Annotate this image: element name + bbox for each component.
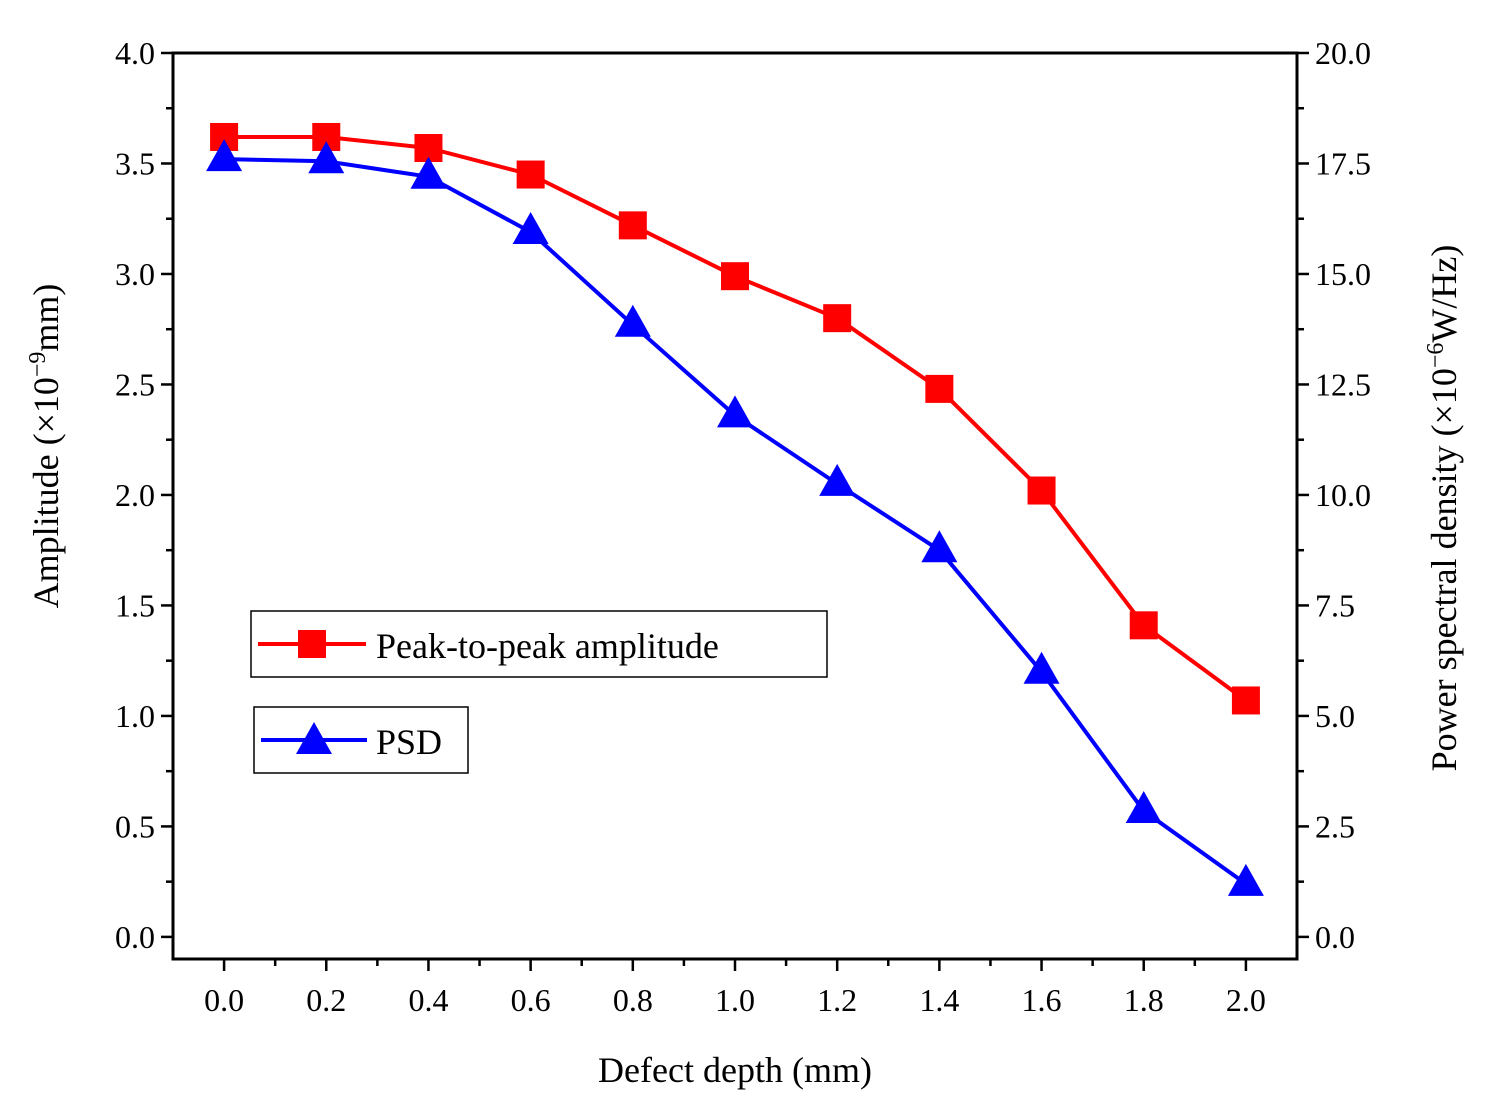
y-left-tick-label: 0.0 — [115, 919, 155, 955]
y-right-tick-label: 0.0 — [1315, 919, 1355, 955]
amplitude-point — [516, 160, 545, 189]
psd-point — [819, 463, 856, 496]
legend-amplitude: Peak-to-peak amplitude — [250, 610, 828, 678]
legend-amplitude-box — [250, 610, 828, 678]
series-layer — [206, 122, 1264, 896]
y-right-tick-label: 20.0 — [1315, 35, 1371, 71]
y-right-tick-label: 10.0 — [1315, 477, 1371, 513]
psd-point — [410, 156, 447, 189]
x-tick-label: 2.0 — [1226, 982, 1266, 1018]
amplitude-point — [1129, 611, 1158, 640]
y-right-tick-label: 12.5 — [1315, 366, 1371, 402]
psd-point — [717, 395, 753, 428]
y-axis-right-title: Power spectral density (×10−6W/Hz) — [1423, 245, 1464, 772]
psd-point — [308, 141, 345, 174]
plot-frame — [171, 51, 1299, 961]
y-axis-left-title: Amplitude (×10−9mm) — [25, 284, 66, 609]
tick-labels: 0.0 0.2 0.4 0.6 0.8 1.0 1.2 1.4 1.6 1.8 2.0 0.0 0.5 1… — [115, 35, 1371, 1018]
amplitude-point — [1027, 476, 1056, 505]
y-right-tick-label: 17.5 — [1315, 145, 1371, 181]
x-axis-title: Defect depth (mm) — [598, 1050, 872, 1090]
y-left-tick-label: 0.5 — [115, 808, 155, 844]
amplitude-point — [1231, 686, 1260, 715]
legend-amplitude-label: Peak-to-peak amplitude — [376, 626, 719, 666]
x-tick-label: 1.8 — [1124, 982, 1164, 1018]
psd-point — [614, 304, 651, 337]
x-tick-label: 1.0 — [715, 982, 755, 1018]
legend-psd-marker — [296, 722, 332, 754]
psd-point — [512, 211, 549, 244]
x-tick-label: 1.2 — [817, 982, 857, 1018]
y-right-tick-label: 5.0 — [1315, 698, 1355, 734]
y-right-tick-label: 2.5 — [1315, 808, 1355, 844]
x-tick-label: 0.6 — [511, 982, 551, 1018]
amplitude-point — [618, 211, 647, 240]
x-tick-label: 0.0 — [204, 982, 244, 1018]
psd-point — [1227, 863, 1264, 896]
y-right-tick-label: 15.0 — [1315, 256, 1371, 292]
y-left-tick-label: 4.0 — [115, 35, 155, 71]
legend-psd: PSD — [253, 706, 469, 774]
psd-point — [1125, 790, 1162, 823]
x-tick-label: 1.6 — [1022, 982, 1062, 1018]
amplitude-point — [721, 262, 749, 291]
amplitude-point — [823, 304, 852, 333]
x-tick-label: 0.2 — [306, 982, 346, 1018]
x-tick-label: 0.4 — [408, 982, 448, 1018]
y-left-tick-label: 1.0 — [115, 698, 155, 734]
x-tick-label: 1.4 — [919, 982, 959, 1018]
psd-point — [206, 139, 243, 172]
amplitude-point — [925, 374, 954, 403]
y-right-tick-label: 7.5 — [1315, 587, 1355, 623]
legend-amplitude-marker — [298, 630, 326, 658]
y-left-tick-label: 2.5 — [115, 366, 155, 402]
y-left-tick-label: 2.0 — [115, 477, 155, 513]
x-tick-label: 0.8 — [613, 982, 653, 1018]
y-left-tick-label: 3.0 — [115, 256, 155, 292]
psd-point — [921, 530, 958, 563]
psd-point — [1023, 651, 1060, 684]
y-left-tick-label: 3.5 — [115, 145, 155, 181]
y-left-tick-label: 1.5 — [115, 587, 155, 623]
legend-psd-label: PSD — [376, 722, 442, 762]
